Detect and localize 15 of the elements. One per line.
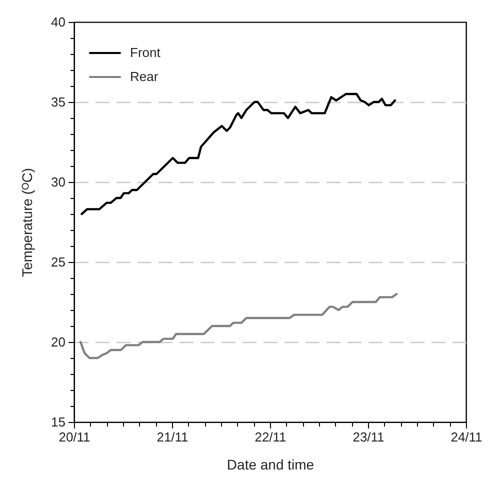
- x-axis-title: Date and time: [226, 456, 314, 472]
- x-tick-label: 23/11: [352, 430, 384, 444]
- y-tick-label: 20: [51, 334, 66, 350]
- y-tick-label: 25: [51, 254, 66, 270]
- legend-label: Front: [130, 45, 161, 60]
- y-tick-label: 35: [51, 94, 66, 110]
- x-tick-label: 21/11: [156, 430, 188, 444]
- x-tick-label: 22/11: [254, 430, 286, 444]
- x-tick-label: 20/11: [58, 430, 90, 444]
- y-tick-label: 30: [51, 174, 66, 190]
- y-axis-title: Temperature (ᴼC): [19, 168, 36, 278]
- legend-label: Rear: [130, 69, 159, 84]
- y-tick-label: 15: [51, 414, 66, 430]
- x-tick-label: 24/11: [450, 430, 482, 444]
- y-tick-label: 40: [51, 14, 66, 30]
